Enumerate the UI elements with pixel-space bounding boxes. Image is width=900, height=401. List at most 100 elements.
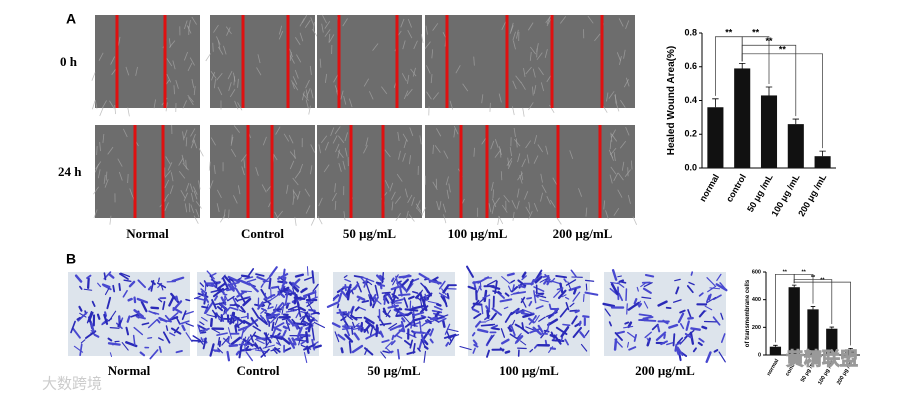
cell (135, 315, 146, 320)
cell (254, 342, 259, 348)
cell (118, 273, 129, 280)
cell (261, 184, 267, 193)
cell (260, 348, 270, 358)
cell (103, 272, 107, 281)
cell (216, 73, 223, 81)
cell (300, 344, 312, 350)
cell (643, 301, 649, 309)
micrograph: Control (191, 266, 326, 378)
cell (522, 107, 525, 117)
cell (235, 350, 240, 356)
cell (307, 320, 312, 333)
cell (148, 310, 157, 315)
cell (183, 51, 189, 61)
cell (651, 323, 659, 331)
cell (240, 326, 245, 340)
cell (619, 140, 627, 149)
cell (492, 290, 501, 294)
cell (118, 283, 121, 292)
cell (291, 278, 301, 287)
cell (364, 320, 375, 329)
cell (344, 278, 351, 283)
cell (216, 189, 222, 199)
cell (256, 67, 262, 76)
cell (525, 140, 531, 149)
cell (528, 211, 533, 220)
cell (617, 189, 623, 198)
cell (522, 312, 535, 319)
cell (395, 275, 399, 287)
cell (512, 211, 515, 221)
cell (304, 20, 311, 28)
cell (275, 126, 281, 135)
cell (209, 317, 213, 328)
cell (516, 29, 519, 39)
cell (626, 341, 630, 348)
cell (409, 155, 411, 165)
cell (563, 278, 567, 283)
cell (305, 89, 309, 99)
cell (195, 208, 200, 218)
cell (688, 281, 695, 286)
cell (432, 92, 439, 100)
cell (521, 298, 527, 308)
cell (166, 58, 173, 67)
cell (412, 311, 425, 317)
cell (409, 127, 414, 137)
cell (288, 135, 294, 144)
cell (255, 273, 265, 277)
cell (564, 338, 569, 346)
cell (533, 290, 537, 304)
cell (241, 166, 245, 176)
cell (419, 331, 432, 336)
cell (668, 323, 679, 329)
cell (533, 344, 538, 349)
cell (332, 294, 339, 302)
cell (499, 347, 504, 352)
cell (716, 273, 722, 282)
cell (410, 319, 414, 329)
cell (122, 128, 128, 138)
cell (287, 337, 296, 349)
micrograph: Normal (68, 271, 194, 378)
cell (178, 171, 186, 179)
cell (90, 322, 95, 333)
cell (288, 281, 299, 293)
cell (560, 326, 570, 338)
cell (698, 310, 706, 318)
cell (423, 339, 429, 346)
cell (514, 332, 522, 345)
cell (222, 307, 231, 316)
cell (133, 309, 144, 318)
cell (295, 311, 300, 319)
cell (254, 303, 264, 308)
cell (165, 102, 168, 112)
cell (357, 296, 362, 302)
cell (438, 201, 442, 211)
cell (384, 180, 390, 189)
micrograph-bg (530, 125, 635, 218)
cell (233, 195, 238, 204)
cell (390, 277, 395, 283)
cell (718, 351, 726, 363)
cell (526, 154, 530, 164)
cell (350, 314, 358, 321)
cell (365, 137, 369, 147)
cell (212, 42, 214, 52)
cell (381, 291, 391, 294)
cell (189, 183, 194, 193)
cell (411, 197, 415, 206)
micrograph (424, 15, 530, 117)
cell (403, 339, 412, 347)
cell (701, 325, 708, 330)
cell (319, 58, 322, 68)
cell (170, 172, 174, 182)
cell (491, 327, 501, 331)
cell (249, 334, 255, 343)
cell (494, 150, 501, 158)
cell (240, 154, 247, 162)
images: Normal Control 50 μg/mL 100 μg/mL 200 μg/mL N… (68, 14, 728, 378)
cell (348, 98, 353, 108)
cell (611, 133, 618, 142)
cell (183, 192, 189, 202)
